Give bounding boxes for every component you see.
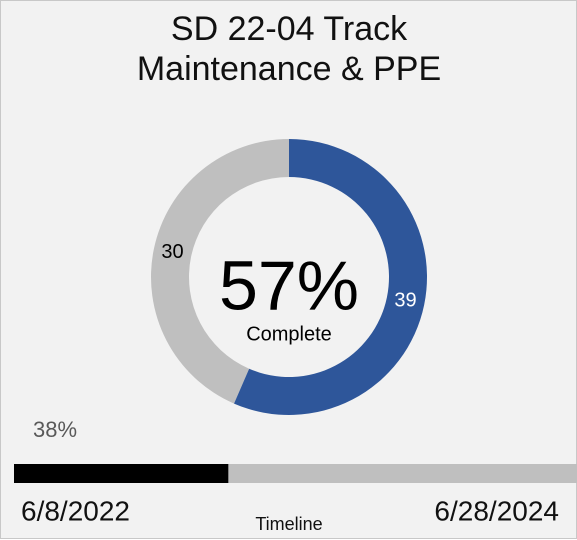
segment-label: 30 <box>161 241 183 263</box>
timeline-caption: Timeline <box>255 514 322 534</box>
center-caption: Complete <box>246 323 332 345</box>
progress-label: 38% <box>33 417 77 442</box>
start-date: 6/8/2022 <box>21 495 130 526</box>
segment-label: 39 <box>394 289 416 311</box>
timeline-progress <box>14 464 229 483</box>
chart-title: SD 22-04 Track Maintenance & PPE <box>136 10 442 88</box>
center-value: 57% <box>219 246 359 324</box>
donut-segment <box>151 139 289 404</box>
donut-segment <box>234 139 428 416</box>
end-date: 6/28/2024 <box>434 495 559 526</box>
